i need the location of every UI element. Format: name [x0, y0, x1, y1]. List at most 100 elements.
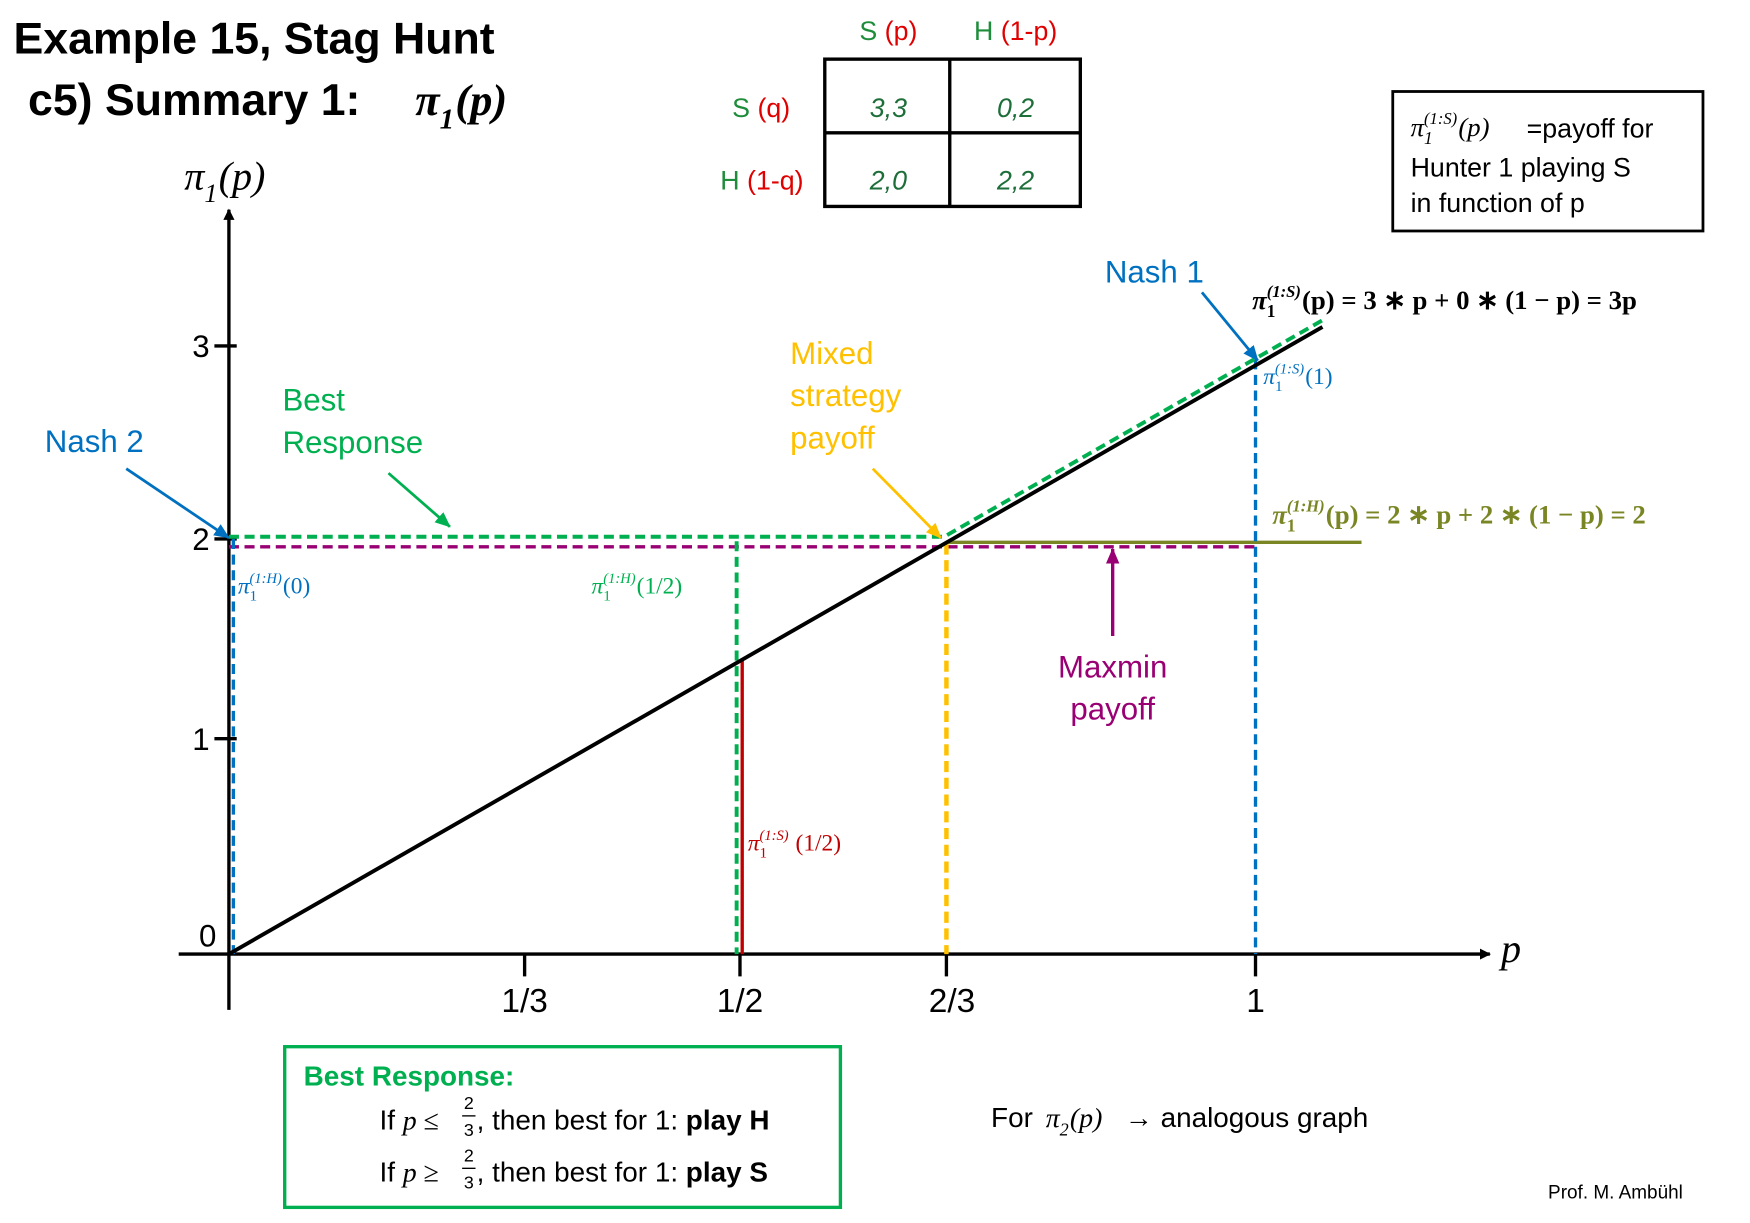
- fraction-num: 2: [464, 1093, 474, 1113]
- annotation: Mixed: [790, 336, 873, 371]
- annotation: Best: [282, 383, 345, 418]
- annotation: strategy: [790, 378, 901, 413]
- math-base: π: [748, 830, 761, 856]
- y-tick-label: 0: [199, 918, 216, 953]
- strategy: H: [720, 166, 739, 196]
- row-header: H (1-q): [720, 166, 803, 196]
- payoff-s-line: [227, 325, 1324, 956]
- strategy: S: [859, 16, 877, 46]
- arrow: [125, 467, 230, 540]
- math-sup: (1:S): [1424, 109, 1458, 128]
- x-tick-label: 2/3: [929, 983, 976, 1020]
- prob: (p): [877, 16, 917, 46]
- strategy: play H: [686, 1104, 770, 1135]
- strategy: play S: [686, 1157, 768, 1188]
- text: If: [380, 1157, 403, 1188]
- math-arg: (p): [1070, 1103, 1103, 1134]
- fraction-num: 2: [464, 1146, 474, 1166]
- math-sub: 1: [1275, 378, 1283, 395]
- box-line: If p ≤: [380, 1104, 439, 1136]
- fraction-den: 3: [464, 1172, 474, 1192]
- math-sub: 1: [760, 844, 768, 861]
- arrow: [871, 467, 942, 539]
- text: , then best for 1:: [477, 1104, 686, 1135]
- arrow: [1200, 291, 1259, 362]
- annotation: Nash 1: [1105, 254, 1204, 289]
- math-arg: (p): [219, 154, 266, 199]
- math-sub: 1: [1287, 515, 1296, 535]
- row-header: S (q): [732, 93, 790, 123]
- math-sup: (1:H): [603, 571, 635, 587]
- math-arg: (p) = 2 ∗ p + 2 ∗ (1 − p) = 2: [1326, 499, 1646, 529]
- math-sub: 1: [603, 588, 611, 605]
- definition-box: [1391, 90, 1705, 233]
- math-sup: (1:H): [250, 571, 282, 587]
- annotation: Maxmin: [1058, 649, 1167, 684]
- math-arg: (1): [1305, 364, 1332, 390]
- math-base: π: [238, 574, 251, 600]
- table-cell: 3,3: [870, 93, 907, 123]
- y-tick-label: 3: [192, 329, 209, 364]
- x-tick-label: 1/2: [717, 983, 764, 1020]
- math-base: π: [1272, 499, 1288, 529]
- formula: π1(1:H)(p) = 2 ∗ p + 2 ∗ (1 − p) = 2: [1272, 496, 1646, 535]
- y-axis-label: π1(p): [184, 154, 265, 208]
- x-tick-label: 1: [1246, 983, 1265, 1020]
- annotation: payoff: [1070, 692, 1155, 727]
- x-axis-label: p: [1498, 926, 1521, 971]
- footer-math: π2(p): [1046, 1103, 1103, 1139]
- point-label: π1(1:S)(1): [1263, 361, 1332, 395]
- math-arg: (1/2): [637, 574, 683, 600]
- fraction-den: 3: [464, 1120, 474, 1140]
- math-sup: (1:S): [760, 828, 789, 844]
- point-label: π1(1:S) (1/2): [748, 828, 841, 862]
- best-response-box: [283, 1045, 843, 1210]
- strategy: S: [732, 93, 750, 123]
- variable: p: [401, 1105, 417, 1136]
- math-base: π: [1252, 285, 1268, 315]
- point-label: π1(1:H)(0): [238, 571, 310, 605]
- prob: (1-p): [993, 16, 1057, 46]
- math-base: π: [592, 574, 605, 600]
- math-sub: 2: [1060, 1119, 1069, 1139]
- y-tick-label: 2: [192, 522, 209, 557]
- col-header: S (p): [859, 16, 917, 46]
- box-line: If p ≥: [380, 1157, 439, 1189]
- math-base: π: [184, 154, 206, 199]
- title: c5) Summary 1:: [28, 76, 360, 125]
- box-line: , then best for 1: play H: [477, 1104, 770, 1135]
- table-cell: 0,2: [997, 93, 1034, 123]
- table-cell: 2,0: [869, 166, 907, 196]
- math-sub: 1: [1424, 128, 1433, 148]
- math-sup: (1:H): [1287, 496, 1325, 515]
- title: Example 15, Stag Hunt: [14, 15, 495, 64]
- x-tick-label: 1/3: [501, 983, 548, 1020]
- prob: (1-q): [740, 166, 804, 196]
- math-base: π: [1046, 1103, 1061, 1134]
- col-header: H (1-p): [974, 16, 1057, 46]
- math-arg: (p): [455, 75, 507, 125]
- footer-text: → analogous graph: [1125, 1102, 1368, 1133]
- table-cell: 2,2: [996, 166, 1034, 196]
- strategy: H: [974, 16, 993, 46]
- math-base: π: [415, 75, 441, 125]
- formula: π1(1:S)(p) = 3 ∗ p + 0 ∗ (1 − p) = 3p: [1252, 282, 1637, 321]
- math-sub: 1: [440, 103, 455, 135]
- math-sup: (1:S): [1275, 361, 1304, 377]
- text: , then best for 1:: [477, 1157, 686, 1188]
- relation: ≥: [417, 1158, 439, 1189]
- math-base: π: [1411, 112, 1426, 142]
- box-title: Best Response:: [304, 1061, 515, 1092]
- annotation: payoff: [790, 421, 875, 456]
- math-sub: 1: [204, 179, 217, 208]
- point-label: π1(1:H)(1/2): [592, 571, 683, 605]
- definition-text: in function of p: [1411, 188, 1585, 218]
- definition-text: =payoff for: [1527, 113, 1654, 143]
- annotation: Nash 2: [45, 424, 144, 459]
- annotation: Response: [282, 425, 423, 460]
- arrow: [387, 472, 451, 528]
- relation: ≤: [417, 1105, 439, 1136]
- math-base: π: [1263, 364, 1276, 390]
